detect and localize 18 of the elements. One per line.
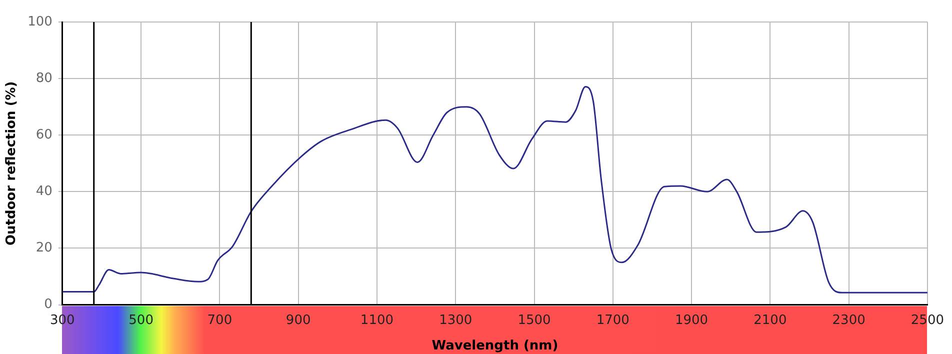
- y-tick-label: 100: [28, 14, 52, 30]
- y-tick-label: 40: [36, 184, 52, 200]
- y-tick-label: 0: [44, 297, 52, 312]
- y-axis-title: Outdoor reflection (%): [4, 81, 20, 246]
- x-tick-label: 1100: [360, 312, 394, 328]
- x-tick-label: 1700: [596, 312, 630, 328]
- y-tick-label: 60: [36, 127, 52, 142]
- x-tick-label: 500: [128, 312, 154, 328]
- x-tick-label: 700: [207, 312, 232, 328]
- x-tick-label: 1900: [674, 312, 708, 328]
- x-axis-title: Wavelength (nm): [432, 338, 558, 354]
- y-tick-label: 20: [36, 240, 52, 256]
- x-tick-label: 900: [286, 312, 311, 328]
- x-tick-label: 1300: [439, 312, 472, 328]
- x-tick-label: 2100: [754, 312, 787, 328]
- x-tick-label: 1500: [518, 312, 551, 328]
- x-tick-label: 2300: [832, 312, 866, 328]
- y-tick-label: 80: [36, 70, 52, 86]
